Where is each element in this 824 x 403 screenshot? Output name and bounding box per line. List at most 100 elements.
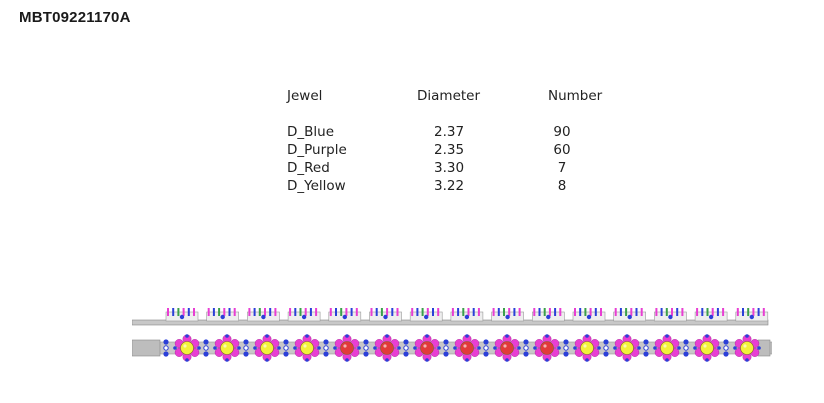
stone-prong xyxy=(701,308,704,316)
stone-prong xyxy=(497,308,500,316)
link-stone xyxy=(563,351,569,357)
stone-prong xyxy=(467,308,470,316)
accent-stone xyxy=(385,358,389,362)
stone-prong xyxy=(172,308,175,316)
link-stone xyxy=(643,351,649,357)
stone-prong xyxy=(355,308,358,316)
link-ring xyxy=(643,345,649,351)
stone-prong xyxy=(625,308,628,316)
accent-stone xyxy=(357,346,361,350)
side-stone xyxy=(464,314,470,320)
stone-prong xyxy=(462,308,465,316)
link-stone xyxy=(363,351,369,357)
stone-prong xyxy=(762,308,765,316)
stone-prong xyxy=(574,308,576,316)
link-stone xyxy=(683,351,689,357)
accent-stone xyxy=(585,334,589,338)
stone-prong xyxy=(630,308,633,316)
stone-prong xyxy=(345,308,348,316)
stone-highlight xyxy=(263,344,267,348)
stone-prong xyxy=(193,308,195,316)
center-stone xyxy=(460,341,474,355)
accent-stone xyxy=(465,334,469,338)
link-ring xyxy=(243,345,249,351)
link-ring xyxy=(443,345,449,351)
accent-stone xyxy=(173,346,177,350)
stone-prong xyxy=(538,308,541,316)
stone-prong xyxy=(375,308,378,316)
stone-prong xyxy=(264,308,266,316)
link-stone xyxy=(323,339,329,345)
product-code: MBT09221170A xyxy=(19,9,131,26)
link-stone xyxy=(203,351,209,357)
accent-stone xyxy=(677,346,681,350)
center-stone xyxy=(620,341,634,355)
stone-prong xyxy=(248,308,251,316)
jewel-number: 8 xyxy=(557,178,567,194)
link-stone xyxy=(243,339,249,345)
stone-prong xyxy=(559,308,562,316)
accent-stone xyxy=(625,358,629,362)
stone-highlight xyxy=(503,344,507,348)
stone-prong xyxy=(437,308,440,316)
link-ring xyxy=(483,345,489,351)
link-stone xyxy=(483,339,489,345)
accent-stone xyxy=(693,346,697,350)
link-ring xyxy=(523,345,529,351)
link-stone xyxy=(443,339,449,345)
accent-stone xyxy=(237,346,241,350)
side-stone xyxy=(179,314,185,320)
center-stone xyxy=(340,341,354,355)
accent-stone xyxy=(317,346,321,350)
stone-prong xyxy=(212,308,215,316)
accent-stone xyxy=(665,358,669,362)
stone-prong xyxy=(477,308,480,316)
accent-stone xyxy=(573,346,577,350)
stone-prong xyxy=(716,308,719,316)
jewel-diameter: 2.35 xyxy=(434,142,465,158)
side-stone xyxy=(586,314,592,320)
stone-prong xyxy=(696,308,699,316)
stone-prong xyxy=(736,308,739,316)
accent-stone xyxy=(533,346,537,350)
bracelet-band xyxy=(132,319,769,326)
link-stone xyxy=(283,351,289,357)
accent-stone xyxy=(185,358,189,362)
accent-stone xyxy=(653,346,657,350)
stone-prong xyxy=(472,308,475,316)
jewel-diameter: 3.30 xyxy=(434,160,465,176)
center-stone xyxy=(180,341,194,355)
center-stone xyxy=(580,341,594,355)
accent-stone xyxy=(293,346,297,350)
accent-stone xyxy=(717,346,721,350)
link-stone xyxy=(283,339,289,345)
center-stone xyxy=(660,341,674,355)
stone-prong xyxy=(289,308,292,316)
stone-prong xyxy=(554,308,557,316)
link-stone xyxy=(243,351,249,357)
stone-prong xyxy=(722,308,725,316)
jewel-number: 90 xyxy=(553,124,571,140)
link-stone xyxy=(163,351,169,357)
accent-stone xyxy=(613,346,617,350)
stone-prong xyxy=(594,308,597,316)
accent-stone xyxy=(597,346,601,350)
accent-stone xyxy=(437,346,441,350)
stone-prong xyxy=(223,308,226,316)
accent-stone xyxy=(517,346,521,350)
accent-stone xyxy=(185,334,189,338)
accent-stone xyxy=(333,346,337,350)
link-stone xyxy=(523,339,529,345)
jewel-diameter: 2.37 xyxy=(434,124,465,140)
stone-prong xyxy=(508,308,511,316)
stone-highlight xyxy=(463,344,467,348)
accent-stone xyxy=(637,346,641,350)
accent-stone xyxy=(745,334,749,338)
accent-stone xyxy=(197,346,201,350)
accent-stone xyxy=(373,346,377,350)
accent-stone xyxy=(493,346,497,350)
side-stone xyxy=(220,314,225,320)
center-stone xyxy=(300,341,314,355)
stone-prong xyxy=(681,308,684,316)
stone-highlight xyxy=(303,344,307,348)
